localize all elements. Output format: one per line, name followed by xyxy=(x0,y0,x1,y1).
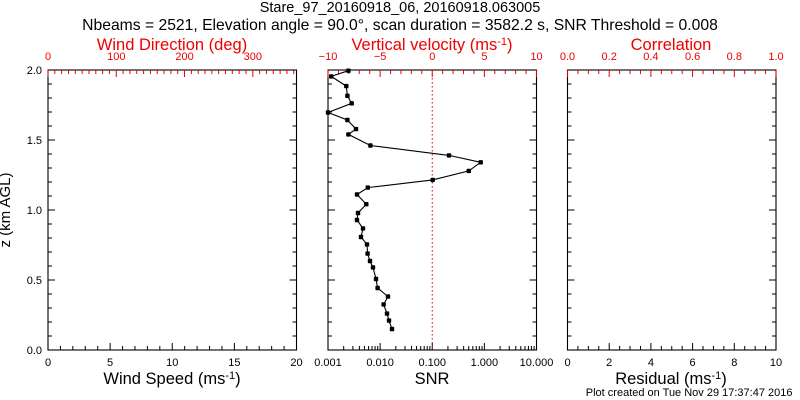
svg-text:0: 0 xyxy=(45,357,51,369)
svg-text:1.0: 1.0 xyxy=(768,51,783,63)
svg-text:5: 5 xyxy=(107,357,113,369)
svg-text:z (km AGL): z (km AGL) xyxy=(0,172,14,247)
svg-text:20: 20 xyxy=(290,357,302,369)
svg-text:2.0: 2.0 xyxy=(27,65,42,77)
svg-text:1.000: 1.000 xyxy=(471,357,499,369)
svg-text:Plot created on Tue Nov 29 17:: Plot created on Tue Nov 29 17:37:47 2016 xyxy=(586,387,793,399)
svg-text:−5: −5 xyxy=(374,51,387,63)
svg-text:8: 8 xyxy=(731,357,737,369)
svg-text:2: 2 xyxy=(606,357,612,369)
svg-text:0.6: 0.6 xyxy=(685,51,700,63)
svg-text:0.4: 0.4 xyxy=(643,51,658,63)
svg-text:0.010: 0.010 xyxy=(366,357,394,369)
svg-text:10: 10 xyxy=(166,357,178,369)
svg-text:100: 100 xyxy=(107,51,125,63)
svg-text:4: 4 xyxy=(648,357,654,369)
svg-text:0.0: 0.0 xyxy=(560,51,575,63)
svg-text:Residual (ms-1): Residual (ms-1) xyxy=(615,370,727,388)
svg-text:200: 200 xyxy=(175,51,193,63)
svg-text:0.5: 0.5 xyxy=(27,275,42,287)
svg-text:−10: −10 xyxy=(319,51,338,63)
svg-text:0: 0 xyxy=(45,51,51,63)
svg-text:6: 6 xyxy=(690,357,696,369)
svg-text:5: 5 xyxy=(481,51,487,63)
svg-text:10: 10 xyxy=(530,51,542,63)
svg-text:0.2: 0.2 xyxy=(602,51,617,63)
svg-text:0.100: 0.100 xyxy=(418,357,446,369)
svg-text:1.5: 1.5 xyxy=(27,135,42,147)
svg-text:0.001: 0.001 xyxy=(314,357,342,369)
svg-text:300: 300 xyxy=(244,51,262,63)
svg-text:1.0: 1.0 xyxy=(27,205,42,217)
svg-text:0.8: 0.8 xyxy=(727,51,742,63)
svg-text:SNR: SNR xyxy=(415,370,450,388)
svg-text:15: 15 xyxy=(228,357,240,369)
svg-text:10.000: 10.000 xyxy=(520,357,554,369)
svg-text:0: 0 xyxy=(564,357,570,369)
svg-text:10: 10 xyxy=(770,357,782,369)
svg-text:Stare_97_20160918_06, 20160918: Stare_97_20160918_06, 20160918.063005 xyxy=(260,0,541,16)
svg-text:0: 0 xyxy=(429,51,435,63)
svg-text:Nbeams = 2521, Elevation angle: Nbeams = 2521, Elevation angle = 90.0°, … xyxy=(82,17,718,34)
svg-text:0.0: 0.0 xyxy=(27,345,42,357)
svg-text:Wind Speed (ms-1): Wind Speed (ms-1) xyxy=(103,370,240,388)
